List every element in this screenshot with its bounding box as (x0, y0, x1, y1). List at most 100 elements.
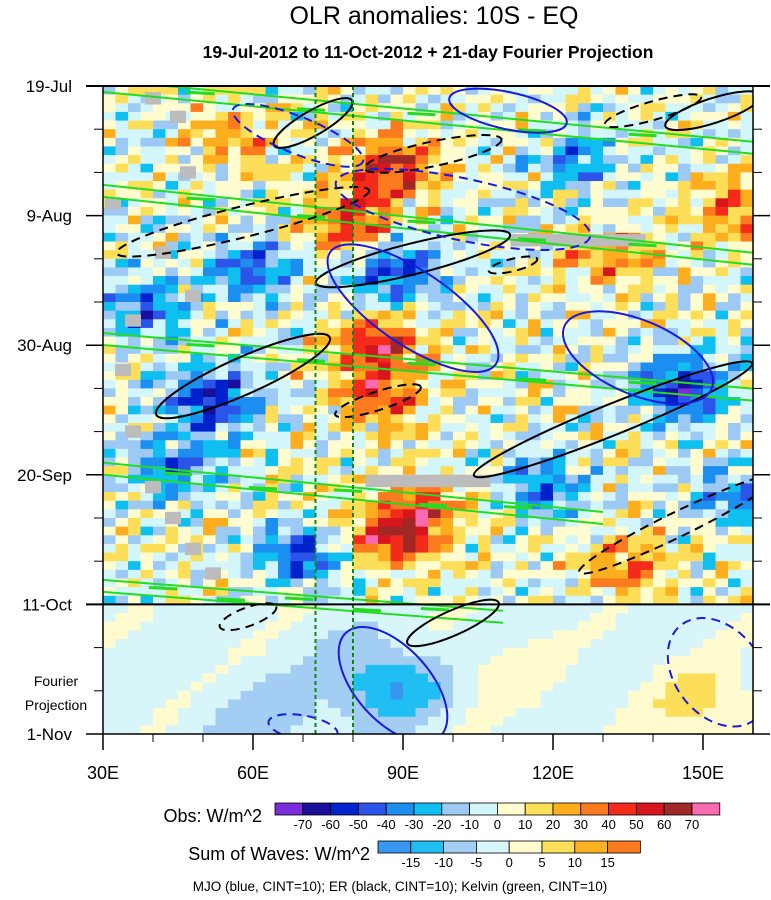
obs-cell (428, 388, 442, 398)
obs-cell (440, 483, 454, 493)
obs-cell (253, 492, 267, 502)
obs-cell (353, 518, 367, 528)
obs-cell (403, 431, 417, 441)
y-tick-label: 20-Sep (17, 466, 72, 485)
obs-cell (553, 492, 567, 502)
projection-cell (453, 708, 467, 718)
obs-cell (740, 543, 753, 554)
projection-cell (315, 647, 329, 657)
obs-cell (228, 526, 242, 536)
obs-cell (703, 146, 717, 156)
projection-cell (515, 673, 529, 683)
obs-cell (578, 483, 592, 493)
obs-cell (328, 474, 342, 485)
obs-cell (528, 371, 542, 381)
obs-cell (703, 86, 717, 96)
obs-cell (503, 353, 517, 364)
obs-cell (440, 224, 454, 234)
obs-cell (203, 440, 217, 450)
obs-cell (340, 172, 354, 182)
obs-cell (415, 569, 429, 580)
obs-cell (115, 215, 129, 225)
obs-cell (428, 397, 442, 407)
obs-cell (490, 474, 504, 485)
projection-cell (603, 604, 617, 614)
projection-cell (240, 682, 254, 692)
obs-cell (490, 457, 504, 467)
obs-cell (428, 535, 442, 545)
heatmap-layer (103, 86, 753, 734)
obs-cell (703, 232, 717, 243)
obs-cell (478, 457, 492, 467)
obs-cell (315, 284, 329, 294)
obs-cell (503, 552, 517, 562)
obs-cell (390, 258, 404, 269)
projection-cell (190, 725, 204, 734)
obs-cell (428, 146, 442, 156)
obs-cell (203, 198, 217, 208)
obs-cell (115, 319, 129, 329)
projection-cell (515, 647, 529, 657)
obs-cell (553, 388, 567, 398)
obs-cell (615, 362, 629, 372)
obs-cell (253, 181, 267, 191)
projection-cell (628, 613, 642, 623)
projection-cell (403, 708, 417, 718)
obs-cell (140, 129, 154, 139)
obs-cell (528, 422, 542, 433)
missing-data-cell (185, 289, 201, 302)
projection-cell (378, 708, 392, 718)
obs-cell (540, 552, 554, 562)
obs-cell (240, 440, 254, 450)
projection-cell (653, 656, 667, 666)
projection-cell (490, 656, 504, 666)
obs-cell (190, 379, 204, 389)
obs-cell (228, 414, 242, 424)
obs-cell (628, 483, 642, 493)
obs-cell (128, 120, 142, 130)
obs-cell (190, 172, 204, 182)
obs-cell (478, 466, 492, 476)
obs-cell (578, 224, 592, 234)
obs-cell (715, 414, 729, 424)
obs-cell (478, 483, 492, 493)
obs-cell (628, 155, 642, 165)
projection-cell (690, 656, 704, 666)
obs-cell (715, 526, 729, 536)
obs-cell (278, 414, 292, 424)
projection-cell (278, 725, 292, 734)
obs-cell (178, 137, 192, 148)
obs-cell (440, 319, 454, 329)
obs-cell (228, 474, 242, 485)
obs-cell (290, 466, 304, 476)
obs-cell (603, 137, 617, 148)
obs-cell (665, 526, 679, 536)
obs-cell (640, 422, 654, 433)
projection-cell (240, 638, 254, 649)
obs-cell (303, 111, 317, 122)
obs-cell (728, 224, 742, 234)
obs-cell (703, 319, 717, 329)
obs-cell (390, 561, 404, 571)
obs-cell (165, 250, 179, 260)
projection-cell (615, 725, 629, 734)
obs-cell (440, 206, 454, 217)
projection-cell (478, 690, 492, 701)
obs-cell (403, 267, 417, 277)
obs-cell (665, 181, 679, 191)
obs-cell (153, 215, 167, 225)
obs-cell (140, 492, 154, 502)
obs-cell (378, 414, 392, 424)
obs-cell (565, 181, 579, 191)
obs-cell (353, 440, 367, 450)
obs-cell (703, 414, 717, 424)
obs-cell (190, 215, 204, 225)
obs-cell (228, 189, 242, 199)
obs-cell (715, 232, 729, 243)
projection-cell (728, 656, 742, 666)
projection-cell (653, 638, 667, 649)
obs-cell (303, 336, 317, 346)
obs-cell (553, 129, 567, 139)
obs-cell (640, 448, 654, 459)
obs-cell (615, 120, 629, 130)
